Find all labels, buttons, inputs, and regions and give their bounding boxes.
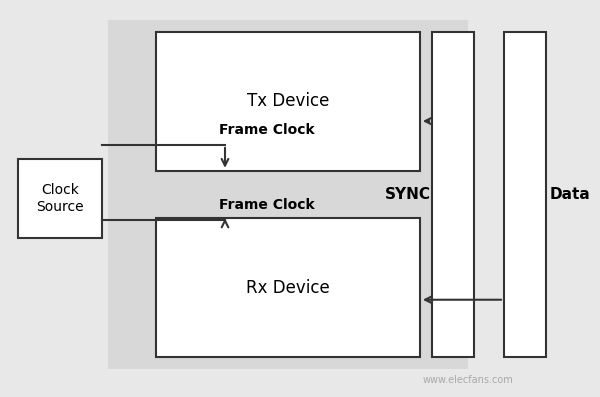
Bar bbox=[18, 159, 102, 238]
Text: Clock
Source: Clock Source bbox=[36, 183, 84, 214]
Bar bbox=[108, 20, 468, 369]
Bar bbox=[432, 32, 474, 357]
Text: www.elecfans.com: www.elecfans.com bbox=[422, 375, 514, 385]
Text: Tx Device: Tx Device bbox=[247, 92, 329, 110]
Text: Frame Clock: Frame Clock bbox=[219, 198, 315, 212]
Text: Rx Device: Rx Device bbox=[246, 279, 330, 297]
Text: Frame Clock: Frame Clock bbox=[219, 123, 315, 137]
Text: Data: Data bbox=[550, 187, 590, 202]
Bar bbox=[156, 32, 420, 171]
Bar bbox=[504, 32, 546, 357]
Bar bbox=[156, 218, 420, 357]
Text: SYNC: SYNC bbox=[385, 187, 431, 202]
